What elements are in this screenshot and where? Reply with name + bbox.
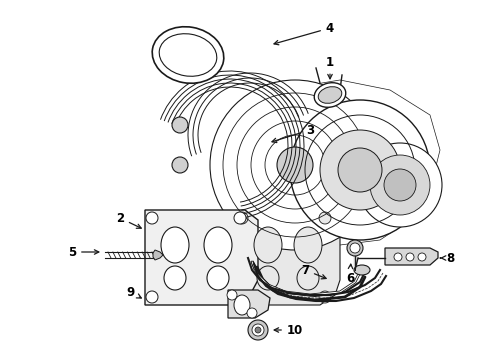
Circle shape <box>338 148 382 192</box>
Circle shape <box>418 253 426 261</box>
Text: 7: 7 <box>301 264 326 279</box>
Circle shape <box>172 157 188 173</box>
Polygon shape <box>235 210 340 305</box>
Circle shape <box>394 253 402 261</box>
Ellipse shape <box>152 27 224 83</box>
Ellipse shape <box>257 266 279 290</box>
Ellipse shape <box>254 227 282 263</box>
Ellipse shape <box>354 265 370 275</box>
Ellipse shape <box>204 227 232 263</box>
Text: 9: 9 <box>126 285 141 298</box>
Polygon shape <box>228 290 270 318</box>
Ellipse shape <box>297 266 319 290</box>
Polygon shape <box>145 210 258 305</box>
Circle shape <box>234 212 246 224</box>
Circle shape <box>290 100 430 240</box>
Text: 3: 3 <box>272 123 314 143</box>
Ellipse shape <box>234 295 250 315</box>
Circle shape <box>227 290 237 300</box>
Circle shape <box>277 147 313 183</box>
Circle shape <box>210 80 380 250</box>
Text: 1: 1 <box>326 55 334 79</box>
Circle shape <box>358 143 442 227</box>
Circle shape <box>384 169 416 201</box>
Circle shape <box>234 291 246 303</box>
Text: 10: 10 <box>274 324 303 337</box>
Circle shape <box>248 320 268 340</box>
Circle shape <box>350 243 360 253</box>
Circle shape <box>146 291 158 303</box>
Circle shape <box>252 324 264 336</box>
Circle shape <box>319 212 331 224</box>
Text: 6: 6 <box>346 264 354 284</box>
Ellipse shape <box>314 83 346 107</box>
Text: 5: 5 <box>68 246 99 258</box>
Ellipse shape <box>164 266 186 290</box>
Circle shape <box>146 212 158 224</box>
Circle shape <box>255 327 261 333</box>
Circle shape <box>319 291 331 303</box>
Circle shape <box>236 212 248 224</box>
Circle shape <box>247 308 257 318</box>
Text: 8: 8 <box>441 252 454 265</box>
Polygon shape <box>153 250 163 260</box>
Ellipse shape <box>207 266 229 290</box>
Circle shape <box>236 291 248 303</box>
Circle shape <box>172 117 188 133</box>
Circle shape <box>370 155 430 215</box>
Circle shape <box>320 130 400 210</box>
Text: 4: 4 <box>274 22 334 45</box>
Ellipse shape <box>161 227 189 263</box>
Ellipse shape <box>294 227 322 263</box>
Ellipse shape <box>318 87 342 103</box>
Circle shape <box>406 253 414 261</box>
Polygon shape <box>225 80 440 245</box>
Text: 2: 2 <box>116 212 141 228</box>
Polygon shape <box>385 248 438 265</box>
Circle shape <box>347 240 363 256</box>
